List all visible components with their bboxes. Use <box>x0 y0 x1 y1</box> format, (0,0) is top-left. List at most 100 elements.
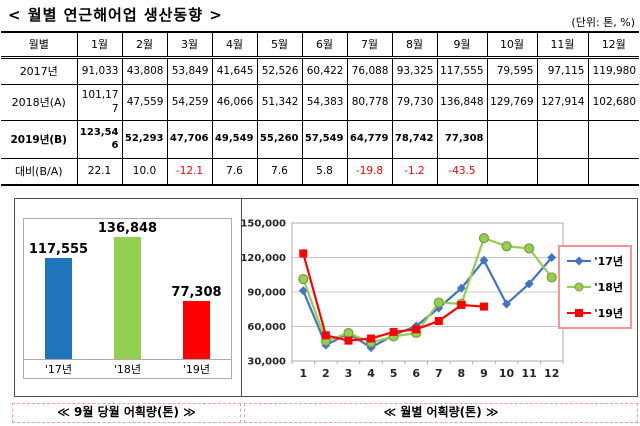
y-tick-label: 90,000 <box>247 288 286 299</box>
square-marker-icon <box>434 317 443 326</box>
table-cell: 49,549 <box>211 120 257 158</box>
table-header-row: 월별 1월 2월 3월 4월 5월 6월 7월 8월 9월 10월 11월 12월 <box>1 32 639 57</box>
table-cell: -12.1 <box>166 158 212 185</box>
chart-legend: '17년 '18년 '19년 <box>558 245 632 329</box>
square-marker-icon <box>389 327 398 336</box>
legend-label: '18년 <box>594 281 623 294</box>
square-marker-icon <box>344 336 353 345</box>
x-tick-label: 6 <box>412 367 420 380</box>
circle-marker-icon <box>298 274 309 285</box>
square-marker-icon <box>479 302 488 311</box>
table-cell: 5.8 <box>301 158 347 185</box>
table-cell: 53,849 <box>166 57 212 84</box>
diamond-marker-icon <box>502 299 512 309</box>
column-header: 12월 <box>587 32 639 57</box>
bar-group: 77,308 <box>162 285 230 359</box>
x-tick-label: 12 <box>544 367 559 380</box>
production-table: 월별 1월 2월 3월 4월 5월 6월 7월 8월 9월 10월 11월 12월 2017년 91,033… <box>1 31 639 186</box>
x-tick-label: 2 <box>322 367 330 380</box>
bar-value-label: 77,308 <box>171 285 222 300</box>
table-cell: 7.6 <box>256 158 302 185</box>
x-tick-label: 4 <box>367 367 375 380</box>
page-title: < 월별 연근해어업 생산동향 > <box>8 6 223 24</box>
table-cell: 54,383 <box>301 84 347 120</box>
table-cell: 55,260 <box>256 120 302 158</box>
legend-label: '17년 <box>594 255 623 268</box>
x-tick-label: 7 <box>435 367 443 380</box>
table-cell: 127,914 <box>536 84 588 120</box>
row-label: 2017년 <box>19 65 58 78</box>
column-header: 10월 <box>486 32 537 57</box>
table-cell: 57,549 <box>301 120 347 158</box>
bar <box>44 258 72 359</box>
diamond-marker-icon <box>298 286 308 296</box>
x-tick-label: 10 <box>499 367 515 380</box>
x-tick-label: 1 <box>299 367 307 380</box>
circle-marker-icon <box>433 297 444 308</box>
y-tick-label: 150,000 <box>242 219 286 230</box>
table-cell <box>536 120 588 158</box>
legend-entry: '19년 <box>567 305 623 321</box>
x-tick-label: 9 <box>480 367 488 380</box>
square-marker-icon <box>412 325 421 334</box>
legend-entry: '18년 <box>567 279 623 295</box>
diamond-marker-icon <box>547 253 557 263</box>
table-cell: 77,308 <box>436 120 487 158</box>
bar-group: 117,555 <box>24 242 92 359</box>
table-cell: 22.1 <box>76 158 122 185</box>
row-label: 대비(B/A) <box>14 165 63 179</box>
column-header: 3월 <box>166 32 212 57</box>
table-row: 2019년(B) 123,546 52,293 47,706 49,549 55,260 5… <box>1 120 639 158</box>
diamond-marker-icon <box>567 256 592 266</box>
table-cell: 43,808 <box>121 57 167 84</box>
table-cell: 79,595 <box>486 57 537 84</box>
bar-chart-panel: 117,555 136,848 77,308 '17년 '18년 '19년 <box>14 198 242 397</box>
x-tick-label: 3 <box>345 367 353 380</box>
bar-value-label: 136,848 <box>97 221 158 236</box>
table-cell: 51,342 <box>256 84 302 120</box>
table-cell: 102,680 <box>587 84 639 120</box>
table-cell: 41,645 <box>211 57 257 84</box>
circle-marker-icon <box>567 282 592 292</box>
diamond-marker-icon <box>456 283 466 293</box>
table-cell: 64,779 <box>346 120 392 158</box>
table-cell: 52,293 <box>121 120 167 158</box>
column-header: 7월 <box>346 32 392 57</box>
table-cell: 91,033 <box>76 57 122 84</box>
circle-marker-icon <box>524 243 535 254</box>
bar-value-label: 117,555 <box>28 242 89 257</box>
legend-entry: '17년 <box>567 253 623 269</box>
x-tick-label: 11 <box>521 367 536 380</box>
square-marker-icon <box>299 249 308 258</box>
table-cell <box>587 120 639 158</box>
table-cell: 47,559 <box>121 84 167 120</box>
y-tick-label: 120,000 <box>242 253 286 264</box>
table-cell: 7.6 <box>211 158 257 185</box>
bar <box>182 301 210 359</box>
column-header: 2월 <box>121 32 167 57</box>
table-cell: 52,526 <box>256 57 302 84</box>
table-cell: -43.5 <box>436 158 487 185</box>
series-line <box>302 256 553 349</box>
series-line <box>302 253 485 342</box>
circle-marker-icon <box>501 241 512 252</box>
column-header: 월별 <box>28 38 49 52</box>
table-cell: 80,778 <box>346 84 392 120</box>
table-cell: 46,066 <box>211 84 257 120</box>
table-cell: 60,422 <box>301 57 347 84</box>
square-marker-icon <box>457 300 466 309</box>
row-label: 2019년(B) <box>10 133 68 146</box>
bar <box>113 237 141 359</box>
circle-marker-icon <box>343 328 354 339</box>
table-cell: 93,325 <box>391 57 437 84</box>
table-cell: 119,980 <box>587 57 639 84</box>
table-cell: 78,742 <box>391 120 437 158</box>
table-cell: 79,730 <box>391 84 437 120</box>
square-marker-icon <box>367 334 376 343</box>
table-cell: 97,115 <box>536 57 588 84</box>
column-header: 8월 <box>391 32 437 57</box>
column-header: 9월 <box>436 32 487 57</box>
diamond-marker-icon <box>524 279 534 289</box>
table-cell: 101,177 <box>76 84 122 120</box>
y-tick-label: 60,000 <box>247 322 286 333</box>
